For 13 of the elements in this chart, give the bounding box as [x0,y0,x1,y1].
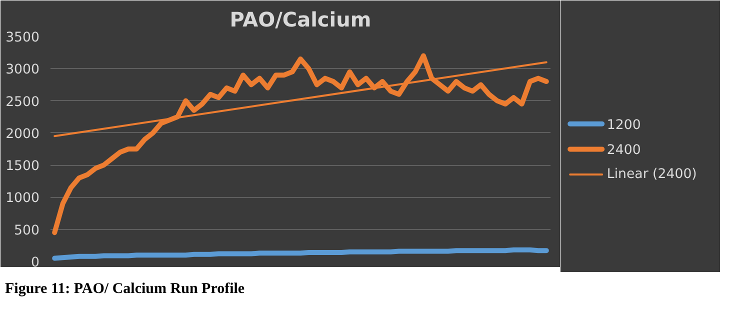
legend-label: 2400 [606,143,641,158]
caption: Figure 11: PAO/ Calcium Run Profile [5,280,245,299]
y-tick-label: 2000 [6,126,40,142]
y-tick-label: 3000 [6,62,40,78]
chart-title: PAO/Calcium [230,8,372,32]
y-tick-label: 500 [14,223,40,238]
y-tick-label: 0 [31,256,40,270]
y-tick-label: 1500 [6,159,40,174]
legend-label: 1200 [606,118,641,133]
y-tick-label: 3500 [6,30,40,46]
legend-label: Linear (2400) [606,167,697,182]
y-tick-label: 1000 [6,191,40,206]
y-tick-label: 2500 [6,94,40,110]
